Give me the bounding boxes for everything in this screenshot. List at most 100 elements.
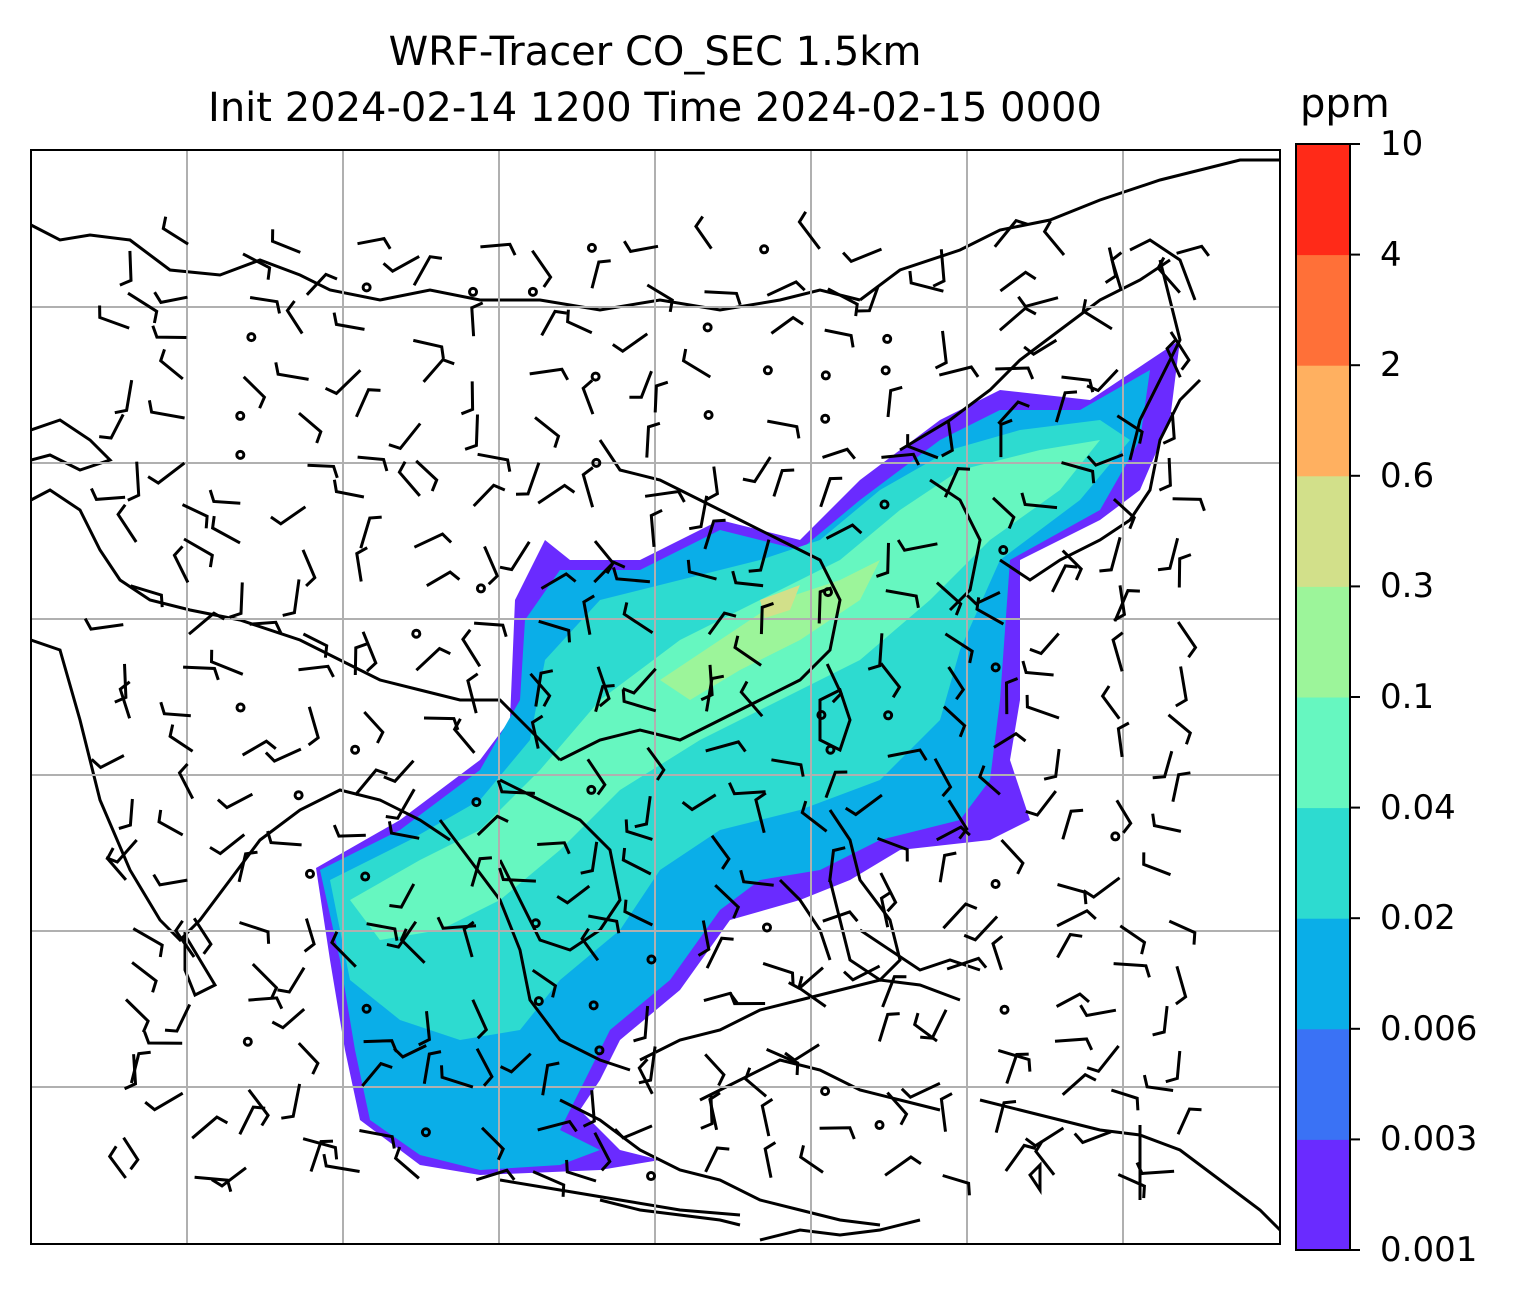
- wind-barb: [1110, 251, 1123, 292]
- wind-barb: [385, 788, 416, 820]
- chart-title: WRF-Tracer CO_SEC 1.5km: [388, 29, 922, 75]
- wind-barb: [742, 456, 772, 484]
- calm-marker: [879, 499, 890, 510]
- calm-marker: [235, 410, 246, 421]
- wind-barb: [624, 819, 653, 841]
- wind-barbs: [83, 211, 1211, 1199]
- wind-barb: [537, 1119, 578, 1133]
- wind-barb: [209, 833, 246, 856]
- wind-barb: [704, 1053, 726, 1087]
- wind-barb: [705, 936, 734, 969]
- colorbar-tick-label: 0.3: [1380, 566, 1435, 607]
- wind-barb: [857, 285, 880, 313]
- wind-barb: [238, 1105, 266, 1135]
- colorbar-tick-label: 2: [1380, 345, 1402, 386]
- wind-barb: [173, 919, 196, 958]
- wind-barb: [797, 975, 827, 1008]
- calm-marker: [990, 662, 1001, 673]
- wind-barb: [934, 330, 948, 370]
- wind-barb: [216, 792, 254, 810]
- wind-barb: [229, 582, 244, 619]
- wind-barb: [1165, 1050, 1182, 1084]
- wind-barb: [127, 461, 141, 502]
- wind-barb: [1116, 721, 1130, 758]
- wind-barb: [841, 247, 883, 264]
- colorbar-segment: [1296, 586, 1350, 698]
- wind-barb: [896, 539, 938, 552]
- wind-barb: [1000, 838, 1025, 875]
- wind-barb: [1025, 694, 1060, 720]
- wind-barb: [763, 1141, 777, 1178]
- wind-barb: [412, 338, 445, 359]
- colorbar-tick-label: 0.003: [1380, 1119, 1478, 1160]
- wind-barb: [739, 680, 764, 718]
- wind-barb: [1165, 338, 1182, 378]
- wind-barb: [707, 611, 737, 636]
- wind-barb: [208, 489, 241, 505]
- wind-barb: [129, 1050, 151, 1084]
- calm-marker: [246, 332, 257, 343]
- wind-barb: [822, 910, 859, 923]
- wind-barb: [704, 290, 742, 306]
- wind-barb: [322, 1153, 360, 1173]
- wind-barb: [181, 503, 209, 529]
- wind-barb: [118, 798, 134, 830]
- wind-barb: [824, 328, 855, 348]
- wind-barb: [686, 559, 717, 581]
- wind-barb: [472, 483, 506, 508]
- wind-barb: [538, 619, 571, 643]
- colorbar-segment: [1296, 254, 1350, 366]
- calm-marker: [999, 1004, 1010, 1015]
- calm-marker: [820, 370, 831, 381]
- wind-barb: [629, 370, 653, 399]
- wind-barb: [159, 701, 191, 718]
- wind-barb: [361, 631, 378, 673]
- wind-barb: [819, 476, 843, 508]
- wind-barb: [307, 706, 320, 747]
- calm-marker: [361, 1003, 372, 1014]
- calm-marker: [874, 1120, 885, 1131]
- wind-barb: [144, 1091, 184, 1112]
- wind-barb: [762, 961, 795, 986]
- wind-barb: [330, 931, 357, 968]
- wind-barb: [991, 496, 1016, 529]
- calm-marker: [468, 286, 479, 297]
- wind-barb: [1116, 414, 1144, 444]
- wind-barb: [168, 724, 194, 753]
- wind-barb: [879, 872, 898, 913]
- wind-barb: [161, 216, 189, 246]
- wind-barb: [105, 847, 128, 881]
- wind-barb: [581, 379, 595, 415]
- wind-barb: [415, 646, 451, 672]
- wind-barb: [1175, 666, 1188, 708]
- wind-barb: [114, 379, 134, 415]
- wind-barb: [132, 927, 164, 958]
- wind-barb: [249, 620, 283, 634]
- wind-barb: [537, 841, 571, 855]
- wind-barb: [423, 716, 460, 731]
- wind-barb: [158, 348, 184, 381]
- wind-barb: [1021, 660, 1054, 677]
- wind-barb: [242, 252, 272, 280]
- wind-barb: [623, 240, 659, 254]
- wind-barb: [107, 1145, 127, 1179]
- wind-barb: [483, 545, 500, 586]
- wind-barb: [1073, 1130, 1112, 1145]
- calm-marker: [590, 371, 601, 382]
- calm-marker: [594, 1045, 605, 1056]
- wind-barb: [772, 468, 795, 497]
- wind-barb: [879, 890, 893, 928]
- wind-barb: [1142, 852, 1172, 877]
- wind-barb: [1100, 685, 1121, 720]
- wind-barb: [151, 325, 187, 339]
- wind-barb: [1152, 1005, 1169, 1037]
- wind-barb: [1004, 677, 1019, 715]
- wind-barb: [383, 759, 415, 784]
- calm-marker: [586, 784, 597, 795]
- wind-barb: [192, 917, 213, 955]
- wind-barb: [565, 1159, 597, 1183]
- wind-barb: [1086, 1044, 1120, 1074]
- wind-barb: [825, 663, 843, 704]
- wind-barb: [1176, 1107, 1202, 1135]
- wind-barb: [1061, 808, 1084, 840]
